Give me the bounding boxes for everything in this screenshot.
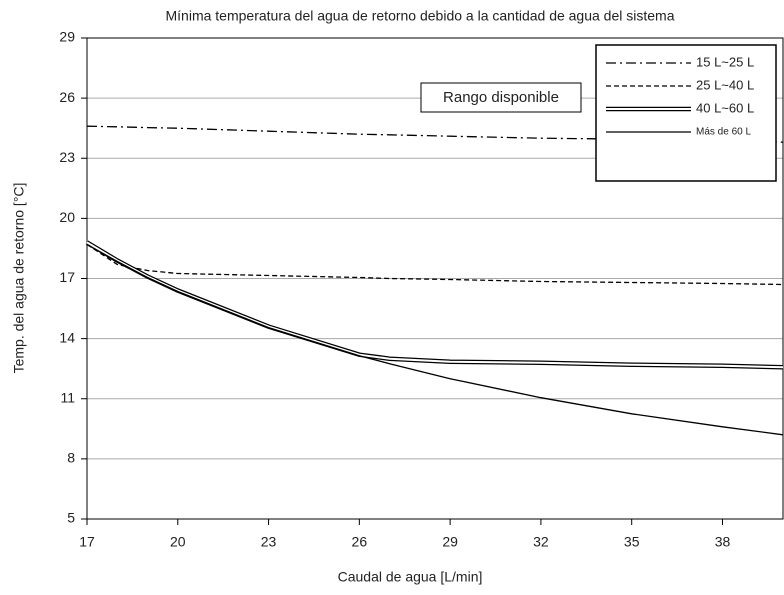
x-tick-label: 32 [533, 534, 549, 550]
x-tick-label: 26 [352, 534, 368, 550]
y-tick-label: 14 [59, 329, 75, 345]
y-tick-label: 11 [60, 389, 75, 405]
y-tick-label: 26 [59, 89, 75, 105]
legend-label: 25 L~40 L [696, 77, 754, 92]
x-tick-label: 20 [170, 534, 186, 550]
series-line [86, 243, 784, 436]
annotation: Rango disponible [443, 89, 559, 106]
x-tick-label: 17 [79, 534, 95, 550]
y-tick-label: 8 [67, 450, 75, 466]
legend-label: Más de 60 L [696, 127, 751, 138]
y-tick-label: 23 [59, 149, 75, 165]
legend-label: 15 L~25 L [696, 54, 754, 69]
x-tick-label: 23 [261, 534, 277, 550]
legend-label: 40 L~60 L [696, 100, 754, 115]
chart-title: Mínima temperatura del agua de retorno d… [166, 8, 675, 24]
y-tick-label: 20 [59, 209, 75, 225]
series-line-inner [86, 241, 784, 369]
y-tick-label: 5 [67, 510, 75, 526]
x-tick-label: 35 [624, 534, 640, 550]
y-tick-label: 17 [59, 269, 75, 285]
annotation-box [420, 82, 582, 113]
x-tick-label: 38 [715, 534, 731, 550]
x-tick-label: 29 [442, 534, 458, 550]
plot-frame [86, 37, 784, 520]
x-axis-label: Caudal de agua [L/min] [338, 569, 483, 585]
legend-box [595, 44, 777, 182]
series-line [85, 240, 784, 370]
y-axis-label: Temp. del agua de retorno [°C] [11, 183, 27, 374]
y-tick-label: 29 [59, 29, 75, 45]
